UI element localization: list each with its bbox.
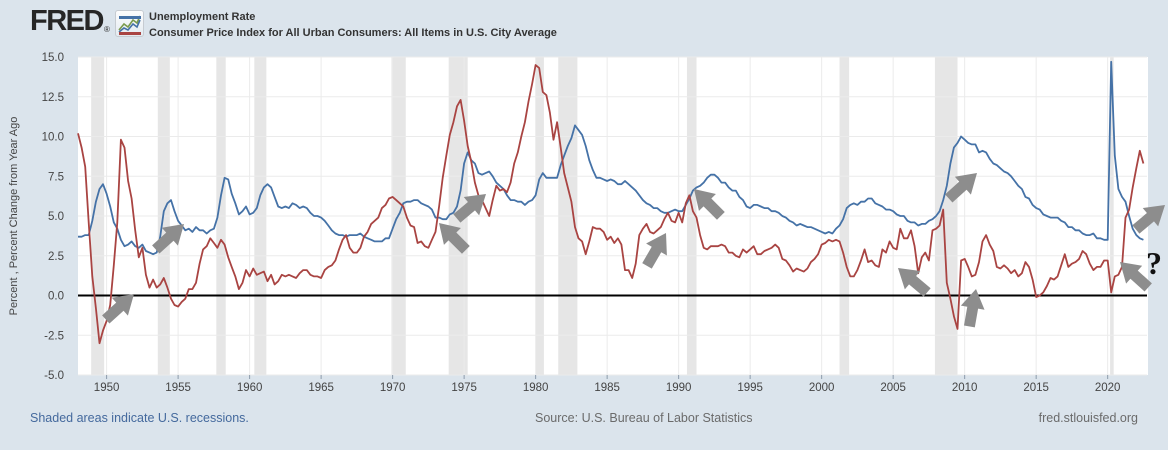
y-tick-label: 2.5 xyxy=(48,251,64,263)
x-tick-label: 1985 xyxy=(594,382,620,394)
x-tick-label: 1965 xyxy=(308,382,334,394)
x-tick-label: 2000 xyxy=(809,382,835,394)
fred-url: fred.stlouisfed.org xyxy=(1038,411,1138,425)
recessions-note-link[interactable]: Shaded areas indicate U.S. recessions. xyxy=(30,411,249,425)
cpi-line[interactable] xyxy=(77,64,1145,345)
annotation-arrow xyxy=(1132,205,1165,234)
annotation-arrow xyxy=(945,173,977,203)
registered-trademark-symbol: ® xyxy=(103,25,110,34)
y-tick-label: 15.0 xyxy=(42,52,64,64)
annotation-arrow xyxy=(1120,262,1152,292)
x-tick-label: 1955 xyxy=(165,382,191,394)
legend-item-cpi[interactable]: Consumer Price Index for All Urban Consu… xyxy=(119,25,557,41)
annotation-arrow xyxy=(642,233,667,269)
y-tick-label: -2.5 xyxy=(44,330,64,342)
unemployment-rate-line[interactable] xyxy=(78,60,1144,256)
legend-item-unemployment[interactable]: Unemployment Rate xyxy=(119,9,557,25)
chart-legend: Unemployment Rate Consumer Price Index f… xyxy=(119,9,557,41)
y-tick-label: 5.0 xyxy=(48,211,64,223)
x-tick-label: 2010 xyxy=(952,382,978,394)
annotation-arrow xyxy=(694,189,725,220)
chart-footer: Shaded areas indicate U.S. recessions. S… xyxy=(0,411,1168,425)
x-tick-label: 1980 xyxy=(523,382,549,394)
cpi-line-swatch xyxy=(119,31,141,35)
y-axis-title: Percent , Percent Change from Year Ago xyxy=(8,117,20,316)
y-tick-label: 10.0 xyxy=(42,132,64,144)
annotation-arrow xyxy=(102,294,134,324)
annotation-arrow xyxy=(439,223,470,254)
x-tick-label: 1960 xyxy=(237,382,263,394)
legend-label-cpi[interactable]: Consumer Price Index for All Urban Consu… xyxy=(149,27,557,39)
legend-label-unemployment[interactable]: Unemployment Rate xyxy=(149,11,256,23)
source-note: Source: U.S. Bureau of Labor Statistics xyxy=(535,411,753,425)
x-tick-label: 2005 xyxy=(880,382,906,394)
x-tick-label: 1975 xyxy=(451,382,477,394)
annotation-arrow xyxy=(960,289,985,328)
x-tick-label: 1995 xyxy=(737,382,763,394)
y-tick-label: -5.0 xyxy=(44,370,64,382)
x-tick-label: 2020 xyxy=(1095,382,1121,394)
annotation-arrow xyxy=(898,268,931,297)
annotation-arrow xyxy=(152,224,184,254)
x-tick-label: 2015 xyxy=(1023,382,1049,394)
question-mark-annotation: ? xyxy=(1146,245,1162,281)
y-tick-label: 7.5 xyxy=(48,171,64,183)
fred-logo-text: FRED xyxy=(30,5,104,37)
x-tick-label: 1990 xyxy=(666,382,692,394)
annotation-arrow xyxy=(453,194,486,223)
unemployment-line-swatch xyxy=(119,15,141,19)
x-tick-label: 1970 xyxy=(380,382,406,394)
y-tick-label: 0.0 xyxy=(48,291,64,303)
y-tick-label: 12.5 xyxy=(42,92,64,104)
x-tick-label: 1950 xyxy=(94,382,120,394)
